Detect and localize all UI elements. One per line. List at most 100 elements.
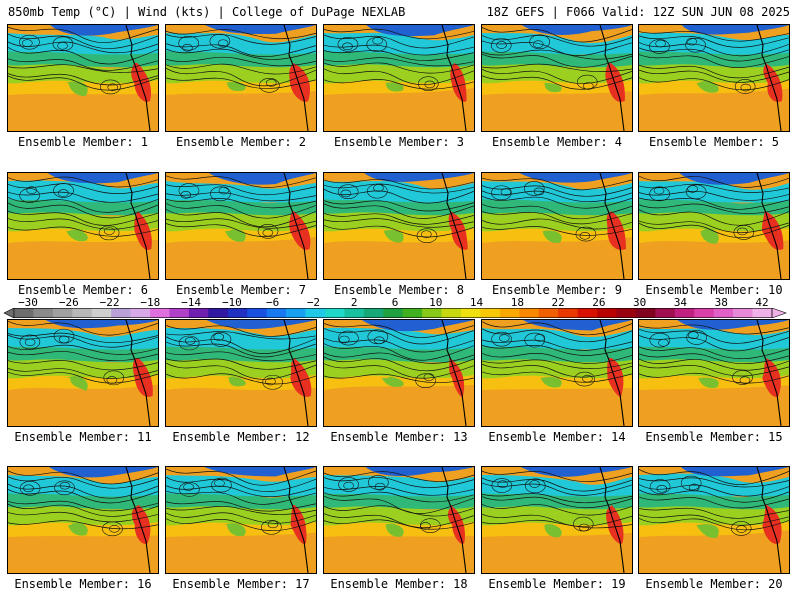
height-contour xyxy=(8,520,158,530)
height-contour xyxy=(166,218,316,229)
ensemble-map-panel xyxy=(638,319,790,427)
height-contour xyxy=(8,483,158,499)
closed-contour xyxy=(104,227,115,235)
colorbar-tick-label: −26 xyxy=(58,296,79,309)
temperature-band xyxy=(639,88,789,131)
colorbar-tick-label: −6 xyxy=(266,296,280,309)
ensemble-map-panel xyxy=(7,319,159,427)
height-contour xyxy=(324,363,474,379)
height-contour xyxy=(639,69,789,83)
closed-contour xyxy=(740,83,752,92)
ensemble-map-panel xyxy=(165,24,317,132)
closed-contour xyxy=(179,482,200,497)
height-contour xyxy=(8,344,158,355)
height-contour xyxy=(8,368,158,379)
height-contour xyxy=(482,328,632,343)
colorbar-tick-label: −22 xyxy=(99,296,120,309)
colorbar-segment xyxy=(208,308,229,318)
ensemble-member-caption: Ensemble Member: 16 xyxy=(14,577,152,591)
colorbar-segment xyxy=(363,308,384,318)
ensemble-member-caption: Ensemble Member: 11 xyxy=(14,430,152,444)
temperature-map xyxy=(324,467,474,573)
height-contour xyxy=(324,505,474,517)
closed-contour xyxy=(658,338,669,347)
height-contour xyxy=(8,191,158,203)
closed-contour xyxy=(210,186,231,202)
height-contour xyxy=(639,324,789,335)
colorbar-labels: −30 −26 −22 −18 −14 −10 −6 −2 2 6 10 14 18 22 26 30 34 38… xyxy=(0,297,800,308)
temperature-band xyxy=(208,173,316,185)
closed-contour xyxy=(533,187,545,196)
height-contour xyxy=(482,359,632,369)
closed-contour xyxy=(178,35,199,51)
height-contour xyxy=(166,362,316,380)
height-contour xyxy=(8,58,158,71)
colorbar-segment xyxy=(674,308,695,318)
temperature-band xyxy=(698,377,719,389)
height-contour xyxy=(8,64,158,73)
temperature-band xyxy=(679,173,789,185)
height-contour xyxy=(324,213,474,225)
closed-contour xyxy=(26,186,38,195)
height-contour xyxy=(324,519,474,530)
temperature-band xyxy=(8,33,158,55)
height-contour xyxy=(8,332,158,344)
height-contour xyxy=(482,177,632,191)
height-contour xyxy=(324,328,474,345)
temperature-band xyxy=(324,239,474,279)
temperature-colorbar: −30 −26 −22 −18 −14 −10 −6 −2 2 6 10 14 18 22 26 30 34 38… xyxy=(0,297,800,319)
temperature-band xyxy=(205,25,316,35)
closed-contour xyxy=(688,331,699,340)
closed-contour xyxy=(737,227,748,236)
temperature-map xyxy=(482,467,632,573)
height-contour xyxy=(482,353,632,364)
temperature-map xyxy=(482,173,632,279)
colorbar-segment xyxy=(558,308,578,318)
closed-contour xyxy=(685,37,706,53)
height-contour xyxy=(482,53,632,68)
height-contour xyxy=(166,373,316,385)
temperature-map xyxy=(324,25,474,131)
closed-contour xyxy=(523,181,545,196)
height-contour xyxy=(324,486,474,496)
temperature-map xyxy=(324,173,474,279)
height-contour xyxy=(8,47,158,65)
colorbar-segment xyxy=(227,308,248,318)
height-contour xyxy=(482,339,632,351)
height-contour xyxy=(166,192,316,202)
temperature-band xyxy=(519,173,632,183)
height-contour xyxy=(482,363,632,378)
height-contour xyxy=(166,184,316,196)
height-contour xyxy=(639,190,789,201)
closed-contour xyxy=(210,332,232,347)
colorbar-tick-label: 10 xyxy=(429,296,443,309)
height-contour xyxy=(166,223,316,237)
closed-contour xyxy=(653,186,665,195)
colorbar-segment xyxy=(422,308,442,318)
temperature-map xyxy=(324,320,474,426)
closed-contour xyxy=(102,521,123,537)
temperature-band xyxy=(605,63,625,102)
colorbar-tick-label: 22 xyxy=(551,296,565,309)
closed-contour xyxy=(685,184,707,200)
colorbar-segment xyxy=(14,308,34,318)
closed-contour xyxy=(680,475,702,491)
height-contour xyxy=(482,344,632,356)
height-contour xyxy=(324,62,474,74)
temperature-band xyxy=(677,320,789,330)
colorbar-segment xyxy=(169,308,190,318)
temperature-band xyxy=(639,32,789,55)
closed-contour xyxy=(367,183,388,199)
coastline xyxy=(599,467,625,573)
temperature-band xyxy=(226,376,246,387)
height-contour xyxy=(639,346,789,360)
closed-contour xyxy=(24,338,36,347)
height-contour xyxy=(166,512,316,524)
height-contour xyxy=(324,200,474,212)
coastline xyxy=(756,467,782,573)
height-contour xyxy=(166,505,316,515)
height-contour xyxy=(639,64,789,79)
ensemble-member-caption: Ensemble Member: 19 xyxy=(488,577,626,591)
temperature-band xyxy=(542,230,562,244)
height-contour xyxy=(324,203,474,219)
